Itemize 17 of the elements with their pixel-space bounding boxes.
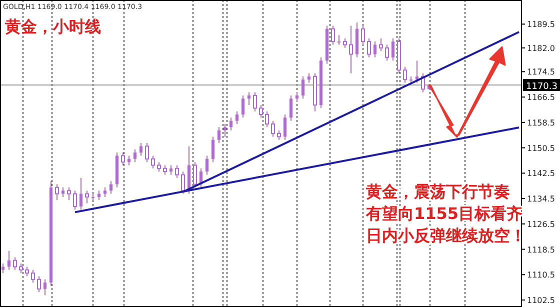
y-tick-label: 1142.5 xyxy=(527,169,555,178)
y-tick-label: 1174.5 xyxy=(527,68,555,77)
annotation: 日内小反弹继续放空！ xyxy=(366,226,526,245)
text: 黄金，小时线 xyxy=(4,17,101,36)
y-tick-label: 1102.5 xyxy=(527,296,555,306)
y-tick-label: 1118.5 xyxy=(527,245,555,254)
y-tick-label: 1158.5 xyxy=(527,118,555,128)
y-tick-label: 1134.5 xyxy=(527,194,555,204)
y-tick-label: 1166.5 xyxy=(527,93,555,102)
y-tick-label: 1126.5 xyxy=(527,220,555,229)
annotation: 黄金，震荡下行节奏 xyxy=(365,182,510,201)
ref-line-label: 1170.3 xyxy=(526,82,558,92)
y-tick-label: 1150.5 xyxy=(527,144,555,153)
y-tick-label: 1110.5 xyxy=(527,270,555,280)
y-tick-label: 1182.0 xyxy=(527,44,555,53)
y-tick-label: 1189.5 xyxy=(527,20,555,30)
ref-line: 1170.3 xyxy=(0,79,560,92)
